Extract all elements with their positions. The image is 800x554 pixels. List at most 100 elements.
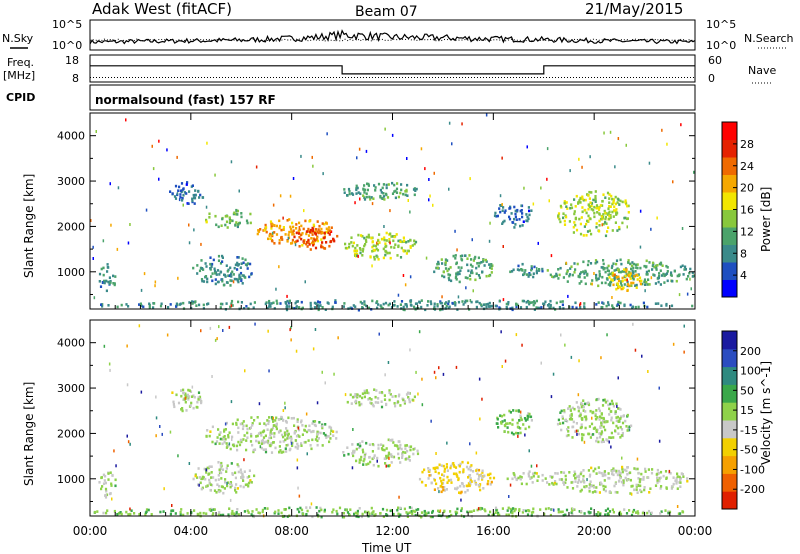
- heatmap-cell: [383, 198, 386, 201]
- heatmap-cell: [404, 249, 407, 253]
- heatmap-cell: [386, 196, 390, 199]
- heatmap-cell: [196, 272, 199, 275]
- heatmap-cell: [321, 424, 324, 428]
- heatmap-cell: [562, 276, 565, 279]
- heatmap-speckle: [481, 397, 483, 401]
- heatmap-cell: [285, 427, 288, 430]
- heatmap-speckle: [672, 180, 674, 184]
- heatmap-cell: [523, 272, 526, 276]
- heatmap-cell: [636, 483, 639, 487]
- heatmap-cell: [197, 467, 200, 470]
- heatmap-cell: [329, 437, 332, 440]
- heatmap-cell: [636, 467, 639, 471]
- heatmap-cell: [282, 419, 285, 422]
- heatmap-cell: [375, 247, 378, 251]
- heatmap-cell: [390, 245, 393, 249]
- heatmap-cell: [234, 486, 237, 490]
- heatmap-cell: [262, 430, 265, 433]
- heatmap-cell: [575, 422, 578, 425]
- cpid-text: normalsound (fast) 157 RF: [95, 93, 276, 107]
- heatmap-cell: [484, 258, 487, 262]
- heatmap-cell: [666, 270, 669, 273]
- heatmap-cell: [611, 306, 614, 310]
- heatmap-cell: [249, 440, 253, 443]
- heatmap-cell: [227, 268, 230, 272]
- heatmap-cell: [565, 272, 568, 276]
- heatmap-cell: [682, 273, 685, 276]
- heatmap-cell: [469, 263, 473, 267]
- heatmap-cell: [626, 217, 629, 221]
- heatmap-cell: [180, 394, 183, 398]
- heatmap-cell: [512, 432, 515, 436]
- heatmap-cell: [193, 301, 196, 304]
- heatmap-cell: [515, 409, 518, 413]
- heatmap-cell: [438, 510, 441, 514]
- heatmap-cell: [535, 299, 538, 303]
- heatmap-cell: [225, 470, 228, 473]
- heatmap-cell: [604, 489, 607, 493]
- heatmap-cell: [415, 187, 418, 191]
- heatmap-cell: [615, 213, 618, 216]
- heatmap-cell: [259, 228, 262, 231]
- heatmap-cell: [235, 421, 238, 425]
- heatmap-cell: [621, 276, 624, 280]
- heatmap-cell: [186, 181, 189, 184]
- heatmap-cell: [392, 455, 396, 459]
- heatmap-cell: [449, 510, 452, 513]
- heatmap-cell: [511, 418, 514, 422]
- heatmap-cell: [503, 430, 506, 433]
- heatmap-cell: [235, 483, 238, 486]
- heatmap-cell: [266, 306, 269, 310]
- heatmap-speckle: [216, 337, 218, 341]
- heatmap-cell: [517, 264, 520, 268]
- heatmap-cell: [473, 257, 476, 260]
- heatmap-cell: [596, 260, 599, 264]
- heatmap-cell: [640, 478, 643, 481]
- heatmap-cell: [370, 196, 373, 199]
- heatmap-cell: [179, 193, 182, 196]
- heatmap-cell: [580, 417, 583, 420]
- heatmap-cell: [474, 255, 477, 259]
- heatmap-speckle: [140, 390, 143, 394]
- heatmap-cell: [533, 265, 536, 269]
- heatmap-cell: [106, 263, 109, 266]
- heatmap-speckle: [689, 277, 691, 281]
- heatmap-speckle: [166, 148, 168, 152]
- heatmap-cell: [198, 303, 201, 307]
- heatmap-cell: [294, 301, 297, 305]
- heatmap-cell: [187, 202, 190, 205]
- heatmap-cell: [360, 515, 363, 519]
- heatmap-cell: [390, 439, 393, 442]
- heatmap-cell: [385, 231, 388, 235]
- heatmap-cell: [676, 274, 679, 278]
- heatmap-cell: [659, 470, 663, 474]
- heatmap-cell: [250, 513, 253, 516]
- heatmap-cell: [195, 304, 198, 307]
- heatmap-cell: [210, 471, 213, 474]
- heatmap-cell: [552, 483, 555, 486]
- heatmap-cell: [570, 265, 573, 268]
- heatmap-cell: [186, 512, 189, 515]
- heatmap-cell: [104, 279, 107, 283]
- heatmap-speckle: [326, 132, 328, 136]
- heatmap-cell: [300, 224, 303, 228]
- heatmap-cell: [618, 469, 621, 473]
- heatmap-cell: [269, 305, 272, 308]
- heatmap-cell: [237, 513, 240, 516]
- heatmap-cell: [223, 440, 226, 444]
- heatmap-cell: [257, 229, 260, 232]
- heatmap-cell: [575, 401, 578, 404]
- heatmap-cell: [424, 308, 427, 312]
- heatmap-cell: [417, 307, 420, 310]
- heatmap-cell: [142, 305, 145, 309]
- heatmap-cell: [608, 510, 612, 513]
- heatmap-cell: [312, 237, 315, 241]
- heatmap-speckle: [428, 198, 430, 202]
- heatmap-cell: [102, 281, 105, 284]
- heatmap-cell: [476, 508, 479, 512]
- heatmap-cell: [246, 427, 249, 431]
- heatmap-speckle: [126, 383, 129, 387]
- heatmap-speckle: [111, 497, 113, 501]
- heatmap-cell: [554, 480, 557, 483]
- heatmap-cell: [533, 308, 536, 311]
